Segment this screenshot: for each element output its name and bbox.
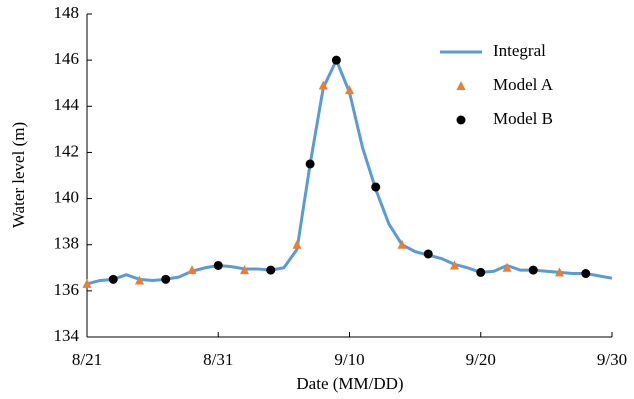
circle-point bbox=[213, 260, 223, 270]
y-tick-label: 144 bbox=[54, 95, 80, 114]
circle-point bbox=[581, 269, 591, 279]
circle-point bbox=[528, 265, 538, 275]
triangle-point bbox=[135, 275, 144, 285]
triangle-point bbox=[240, 265, 249, 275]
x-tick-label: 9/30 bbox=[597, 350, 627, 369]
circle-point bbox=[331, 55, 341, 65]
x-tick-label: 8/31 bbox=[203, 350, 233, 369]
circle-point bbox=[305, 159, 315, 169]
x-tick-label: 8/21 bbox=[72, 350, 102, 369]
circle-point bbox=[266, 265, 276, 275]
y-tick-label: 142 bbox=[54, 141, 80, 160]
triangle-point bbox=[82, 278, 92, 288]
legend-label: Integral bbox=[493, 41, 546, 60]
y-tick-label: 136 bbox=[54, 280, 80, 299]
x-tick-label: 9/10 bbox=[334, 350, 364, 369]
triangle-point bbox=[555, 267, 564, 277]
legend-label: Model A bbox=[493, 75, 554, 94]
y-axis-label: Water level (m) bbox=[9, 122, 28, 228]
triangle-point bbox=[397, 239, 407, 249]
triangle-point bbox=[450, 260, 459, 270]
y-tick-label: 134 bbox=[54, 326, 80, 345]
triangle-point bbox=[187, 265, 197, 275]
y-tick-label: 138 bbox=[54, 234, 80, 253]
x-tick-label: 9/20 bbox=[466, 350, 496, 369]
circle-point bbox=[371, 182, 381, 192]
legend-label: Model B bbox=[493, 109, 553, 128]
legend-circle bbox=[456, 115, 466, 125]
circle-point bbox=[108, 274, 118, 284]
triangle-point bbox=[345, 85, 354, 95]
triangle-point bbox=[292, 239, 302, 249]
y-tick-label: 140 bbox=[54, 187, 80, 206]
y-tick-label: 148 bbox=[54, 3, 80, 22]
circle-point bbox=[423, 249, 433, 259]
triangle-point bbox=[318, 80, 328, 90]
legend-triangle bbox=[456, 81, 466, 90]
triangle-point bbox=[502, 262, 512, 272]
circle-point bbox=[161, 274, 171, 284]
x-axis-label: Date (MM/DD) bbox=[296, 374, 403, 393]
y-tick-label: 146 bbox=[54, 49, 80, 68]
circle-point bbox=[476, 267, 486, 277]
